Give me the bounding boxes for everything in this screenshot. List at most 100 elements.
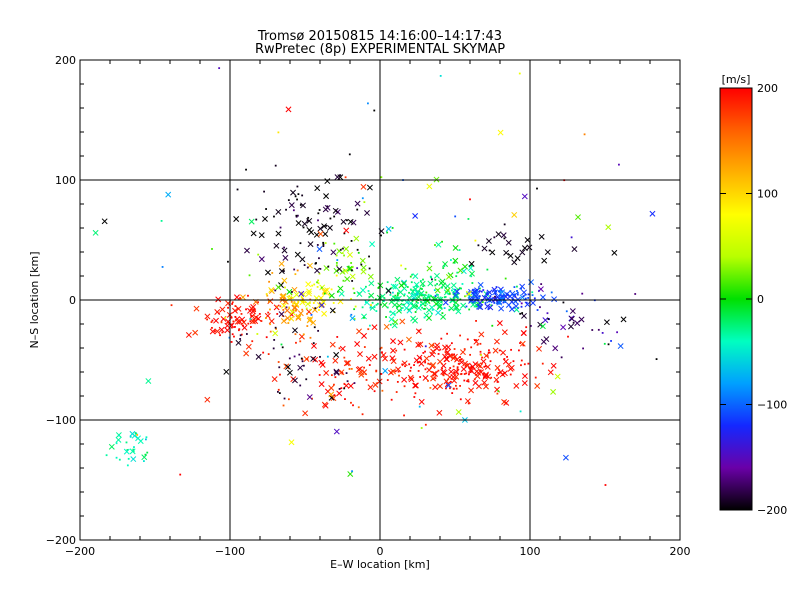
- data-point-x: [432, 384, 439, 391]
- data-point-x: [297, 364, 304, 371]
- data-point-dot: [299, 204, 302, 206]
- data-point-dot: [416, 293, 419, 296]
- data-point-dot: [292, 302, 295, 305]
- data-point-dot: [403, 414, 405, 417]
- data-point-dot: [341, 372, 344, 374]
- data-point-x: [322, 206, 329, 213]
- data-point-x: [357, 351, 363, 358]
- data-point-dot: [354, 305, 357, 308]
- data-point-x: [292, 377, 298, 384]
- data-point-dot: [385, 316, 387, 318]
- data-point-dot: [330, 374, 333, 377]
- data-point-x: [275, 230, 282, 237]
- data-point-dot: [206, 318, 208, 321]
- data-point-dot: [449, 380, 452, 383]
- data-point-dot: [318, 272, 321, 275]
- data-point-dot: [295, 303, 298, 306]
- data-point-x: [468, 387, 475, 394]
- data-point-dot: [364, 301, 367, 303]
- data-point-dot: [301, 194, 304, 197]
- data-point-dot: [336, 290, 339, 293]
- y-tick-label: −100: [46, 414, 76, 427]
- data-point-x: [356, 291, 363, 297]
- data-point-dot: [491, 324, 494, 327]
- data-point-dot: [439, 348, 442, 351]
- data-point-dot: [299, 384, 302, 387]
- data-point-dot: [283, 397, 286, 400]
- data-point-dot: [440, 337, 443, 340]
- data-point-x: [320, 299, 327, 306]
- data-point-x: [511, 211, 518, 218]
- data-point-dot: [311, 284, 314, 287]
- data-point-dot: [360, 263, 363, 266]
- colorbar-tick-label: 100: [757, 188, 778, 201]
- data-point-x: [454, 356, 460, 363]
- data-point-dot: [219, 334, 221, 337]
- data-point-dot: [449, 259, 452, 261]
- data-point-dot: [306, 219, 309, 222]
- data-point-x: [439, 278, 446, 285]
- data-point-dot: [282, 294, 285, 297]
- data-point-x: [349, 273, 356, 280]
- data-point-dot: [317, 212, 320, 215]
- data-point-dot: [288, 306, 291, 309]
- data-point-dot: [470, 346, 473, 349]
- data-point-dot: [301, 360, 304, 363]
- data-point-x: [433, 345, 440, 352]
- data-point-dot: [335, 261, 338, 264]
- data-point-x: [562, 454, 569, 461]
- data-point-dot: [357, 406, 360, 409]
- data-point-dot: [231, 301, 234, 304]
- data-point-x: [426, 183, 433, 190]
- data-point-x: [278, 268, 285, 275]
- data-point-dot: [460, 373, 462, 376]
- data-point-x: [343, 360, 350, 367]
- chart-title: Tromsø 20150815 14:16:00–14:17:43: [257, 29, 502, 44]
- data-point-x: [452, 299, 459, 306]
- data-point-dot: [132, 448, 135, 451]
- data-point-dot: [523, 363, 526, 366]
- data-point-dot: [363, 346, 366, 348]
- data-point-x: [499, 296, 505, 303]
- data-point-dot: [424, 294, 426, 296]
- data-point-x: [538, 233, 545, 240]
- data-point-dot: [389, 323, 392, 326]
- data-point-x: [333, 368, 340, 375]
- data-point-dot: [471, 282, 474, 284]
- data-point-dot: [527, 297, 530, 299]
- data-points: [92, 67, 658, 486]
- data-point-x: [445, 273, 452, 280]
- data-point-dot: [479, 350, 482, 353]
- data-point-x: [371, 353, 378, 360]
- data-point-dot: [296, 269, 299, 272]
- data-point-dot: [550, 291, 553, 294]
- data-point-dot: [571, 316, 574, 319]
- data-point-dot: [318, 374, 321, 376]
- data-point-dot: [312, 302, 315, 304]
- data-point-dot: [468, 291, 471, 294]
- data-point-x: [436, 304, 443, 311]
- data-point-dot: [506, 292, 508, 295]
- data-point-x: [328, 292, 335, 299]
- data-point-x: [521, 373, 528, 380]
- data-point-dot: [422, 307, 425, 310]
- data-point-x: [413, 281, 420, 288]
- data-point-x: [332, 207, 339, 214]
- data-point-dot: [170, 304, 173, 307]
- data-point-dot: [282, 404, 285, 407]
- data-point-x: [292, 327, 298, 334]
- data-point-dot: [428, 363, 431, 366]
- data-point-dot: [455, 308, 458, 311]
- data-point-dot: [322, 245, 325, 247]
- data-point-dot: [320, 286, 323, 289]
- data-point-x: [537, 286, 544, 293]
- data-point-dot: [239, 297, 241, 300]
- data-point-dot: [419, 357, 422, 360]
- data-point-x: [469, 270, 475, 277]
- data-point-dot: [504, 277, 507, 280]
- data-point-dot: [296, 185, 299, 188]
- data-point-x: [361, 313, 367, 320]
- data-point-x: [392, 319, 399, 325]
- data-point-x: [477, 304, 484, 311]
- data-point-dot: [237, 307, 240, 310]
